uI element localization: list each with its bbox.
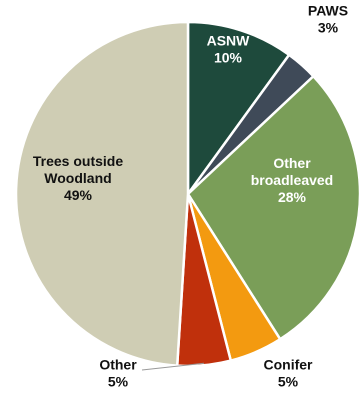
label-name-asnw: ASNW [207, 33, 251, 49]
label-name-trees-outside-woodland: Trees outside [33, 153, 123, 169]
label-value-other-broadleaved: 28% [278, 189, 307, 205]
leader-other [141, 362, 205, 371]
label-value-trees-outside-woodland: 49% [64, 187, 93, 203]
label-name-paws: PAWS [308, 3, 348, 19]
label-name-other-broadleaved: Other [273, 155, 311, 171]
label-other-broadleaved: Other broadleaved 28% [251, 155, 333, 205]
slice-other-broadleaved [186, 75, 362, 341]
label-value-other: 5% [108, 374, 129, 390]
label-paws: PAWS 3% [308, 3, 348, 36]
label-value-paws: 3% [318, 20, 339, 36]
slice-labels: ASNW 10%PAWS 3%Other broadleaved 28%Conifer 5… [33, 3, 348, 390]
leader-lines [141, 362, 205, 371]
label-trees-outside-woodland: Trees outside Woodland 49% [33, 153, 123, 203]
label-value-asnw: 10% [214, 50, 243, 66]
slice-trees-outside-woodland [14, 20, 190, 367]
label-value-conifer: 5% [278, 374, 299, 390]
slice-asnw [186, 20, 291, 196]
label-name-conifer: Conifer [264, 357, 314, 373]
label-name-other: Other [99, 357, 137, 373]
pie-slices [14, 20, 362, 368]
label-name-other-broadleaved: broadleaved [251, 172, 333, 188]
label-name-trees-outside-woodland: Woodland [44, 170, 111, 186]
label-other: Other 5% [99, 357, 137, 390]
label-asnw: ASNW 10% [207, 33, 251, 66]
label-conifer: Conifer 5% [264, 357, 314, 390]
